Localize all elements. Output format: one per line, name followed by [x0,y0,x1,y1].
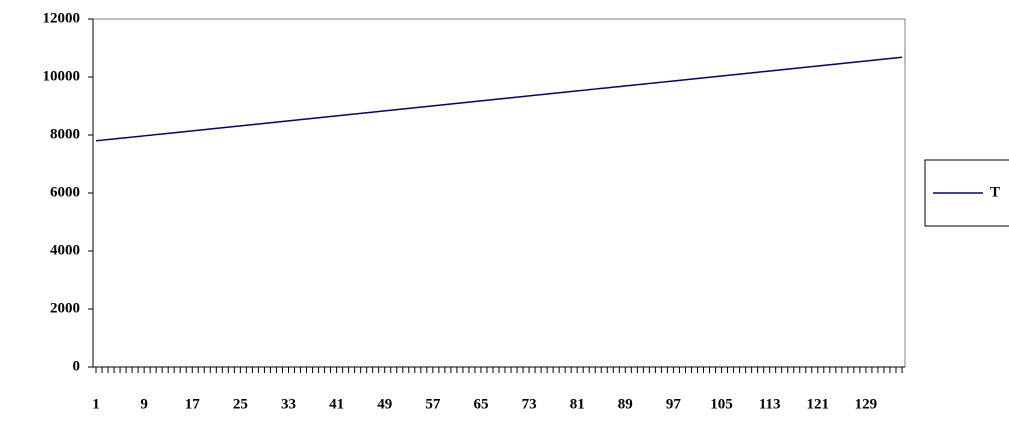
x-tick-label: 121 [807,396,830,412]
x-tick-label: 65 [473,396,488,412]
x-tick-label: 41 [329,396,344,412]
x-tick-label: 25 [233,396,248,412]
chart: 0 2000 4000 6000 8000 10000 12000 1 9 17 25 33 41 49 5… [0,0,1009,438]
x-tick-label: 105 [710,396,733,412]
x-tick-label: 17 [185,396,201,412]
x-tick-label: 73 [522,396,537,412]
x-tick-label: 9 [140,396,148,412]
x-tick-label: 81 [570,396,585,412]
x-tick-label: 57 [425,396,441,412]
x-tick-label: 33 [281,396,296,412]
plot-area [93,19,905,367]
y-tick-label: 12000 [43,10,81,26]
x-tick-label: 129 [855,396,878,412]
x-tick-label: 1 [92,396,100,412]
x-tick-label: 49 [377,396,392,412]
legend-label: T [990,184,1000,200]
y-tick-label: 0 [73,358,81,374]
x-tick-label: 113 [759,396,781,412]
x-tick-label: 89 [618,396,633,412]
y-tick-label: 4000 [50,242,80,258]
y-tick-label: 10000 [43,68,81,84]
series-line [96,57,902,141]
page: {"chart_data": {"type": "line", "x": [1,… [0,0,1009,438]
x-tick-label: 97 [666,396,682,412]
y-tick-label: 6000 [50,184,80,200]
y-tick-label: 8000 [50,126,80,142]
y-tick-label: 2000 [50,300,80,316]
